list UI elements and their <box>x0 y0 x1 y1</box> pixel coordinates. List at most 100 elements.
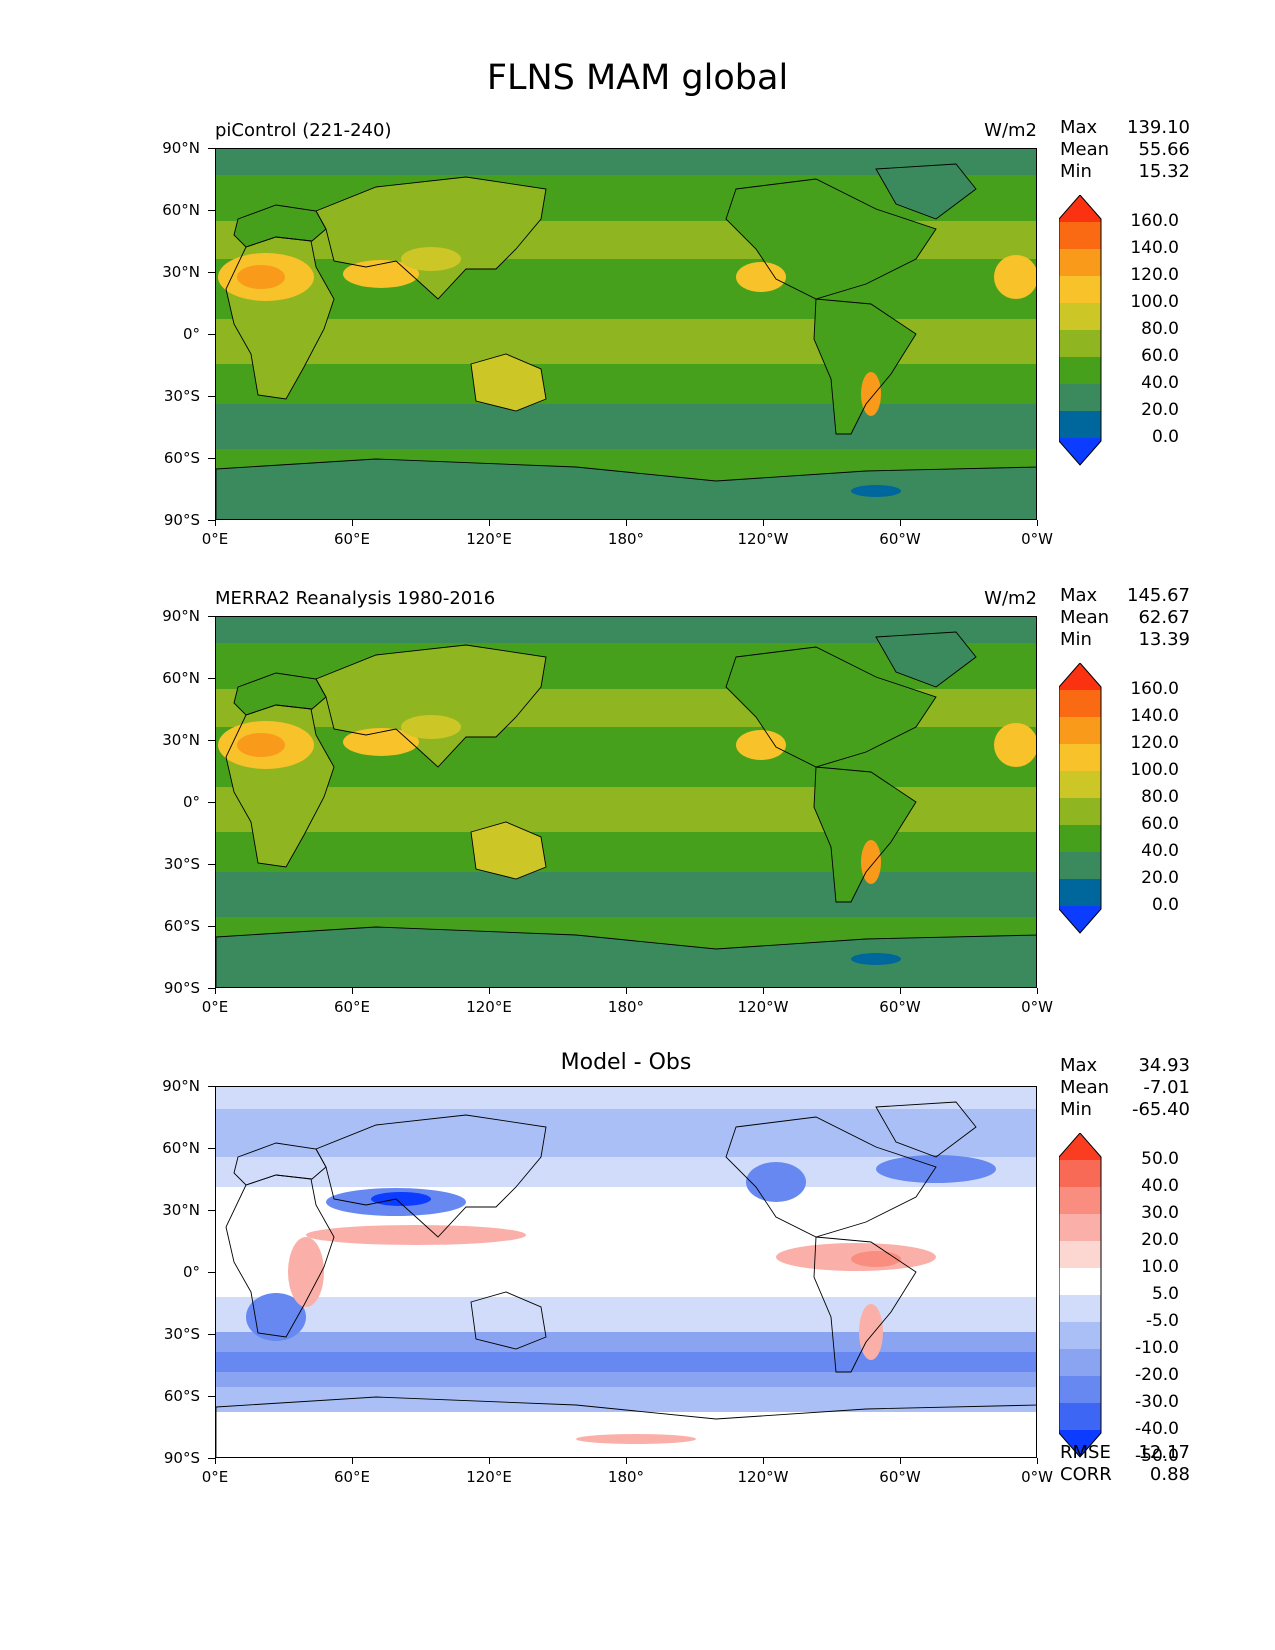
lon-tick-label: 180° <box>607 1468 645 1486</box>
colorbar-ramp <box>1058 662 1102 934</box>
stat-value: 15.32 <box>1138 161 1190 182</box>
lat-tick-label: 60°N <box>162 1139 200 1157</box>
lon-tick <box>489 988 490 994</box>
lon-tick-label: 60°W <box>879 530 921 548</box>
colorbar-label: 140.0 <box>1130 238 1179 258</box>
lon-tick <box>626 1458 627 1464</box>
colorbar-segment <box>1059 1187 1101 1214</box>
colorbar-segment <box>1059 384 1101 411</box>
colorbar-label: 160.0 <box>1130 679 1179 699</box>
colorbar-label: -30.0 <box>1135 1392 1179 1412</box>
map-area <box>215 616 1037 988</box>
colorbar-segment <box>1059 195 1101 222</box>
lat-tick-label: 60°S <box>163 917 200 935</box>
colorbar-label: 50.0 <box>1141 1149 1179 1169</box>
colorbar-segment <box>1059 1214 1101 1241</box>
colorbar-label: 80.0 <box>1141 319 1179 339</box>
lon-tick <box>626 988 627 994</box>
panel-picontrol: piControl (221-240) W/m2 Max 139.10 Mean 5… <box>0 117 1275 590</box>
stat-name: Min <box>1060 161 1092 182</box>
lat-tick-label: 0° <box>182 1263 200 1281</box>
lat-tick <box>208 1148 215 1149</box>
lon-tick <box>352 988 353 994</box>
lat-tick <box>208 458 215 459</box>
lat-tick <box>208 740 215 741</box>
colorbar-segment <box>1059 222 1101 249</box>
lat-tick-label: 60°N <box>162 201 200 219</box>
lon-tick-label: 0°E <box>201 1468 229 1486</box>
lon-tick <box>489 1458 490 1464</box>
colorbar-label: 160.0 <box>1130 211 1179 231</box>
lat-tick <box>208 148 215 149</box>
lat-tick-label: 30°N <box>162 1201 200 1219</box>
colorbar-segment <box>1059 1133 1101 1160</box>
stat-value: 145.67 <box>1127 585 1190 606</box>
lat-tick-label: 60°S <box>163 1387 200 1405</box>
colorbar-label: -40.0 <box>1135 1419 1179 1439</box>
colorbar-label: 60.0 <box>1141 814 1179 834</box>
colorbar-segment <box>1059 357 1101 384</box>
lat-tick-label: 30°S <box>163 855 200 873</box>
colorbar: 50.0 40.0 30.0 20.0 10.0 5.0 -5.0 -10.0 -20.0 -30… <box>1058 1132 1179 1466</box>
lon-tick <box>215 988 216 994</box>
lat-tick-label: 90°N <box>162 607 200 625</box>
lat-tick <box>208 520 215 521</box>
lat-tick <box>208 210 215 211</box>
colorbar-segment <box>1059 1241 1101 1268</box>
colorbar: 160.0 140.0 120.0 100.0 80.0 60.0 40.0 20.0 0.0 <box>1058 662 1179 939</box>
colorbar-label: 100.0 <box>1130 760 1179 780</box>
colorbar-label: -10.0 <box>1135 1338 1179 1358</box>
colorbar-ramp <box>1058 194 1102 466</box>
colorbar-segment <box>1059 663 1101 690</box>
units-label: W/m2 <box>984 588 1037 609</box>
lon-tick <box>489 520 490 526</box>
stat-name: Min <box>1060 1099 1092 1120</box>
stat-name: Min <box>1060 629 1092 650</box>
stat-name: Max <box>1060 1055 1098 1076</box>
colorbar-label: 100.0 <box>1130 292 1179 312</box>
lon-tick-label: 60°E <box>333 1468 371 1486</box>
colorbar-segment <box>1059 276 1101 303</box>
lon-tick <box>763 988 764 994</box>
colorbar-segment <box>1059 330 1101 357</box>
stat-value: -7.01 <box>1143 1077 1190 1098</box>
lat-tick <box>208 988 215 989</box>
stat-name: CORR <box>1060 1464 1112 1485</box>
lat-tick <box>208 396 215 397</box>
panel-model-minus-obs: Model - Obs Max 34.93 Mean -7.01 Min -65.40… <box>0 1050 1275 1528</box>
lat-tick-label: 90°S <box>163 511 200 529</box>
colorbar-label: 120.0 <box>1130 265 1179 285</box>
lon-tick <box>900 988 901 994</box>
stat-value: 62.67 <box>1138 607 1190 628</box>
stat-value: 55.66 <box>1138 139 1190 160</box>
figure-title: FLNS MAM global <box>486 58 789 98</box>
lat-tick-label: 60°N <box>162 669 200 687</box>
lon-tick-label: 120°W <box>737 998 789 1016</box>
lon-tick-label: 0°W <box>1021 1468 1053 1486</box>
colorbar-label: -50.0 <box>1135 1446 1179 1466</box>
lon-tick-label: 60°E <box>333 998 371 1016</box>
colorbar-segment <box>1059 744 1101 771</box>
colorbar-label: 20.0 <box>1141 1230 1179 1250</box>
lat-tick-label: 30°N <box>162 731 200 749</box>
colorbar-segment <box>1059 411 1101 438</box>
lon-tick-label: 0°E <box>201 998 229 1016</box>
lat-tick <box>208 926 215 927</box>
lon-tick-label: 0°W <box>1021 998 1053 1016</box>
lat-tick <box>208 334 215 335</box>
colorbar-segment <box>1059 249 1101 276</box>
map-area <box>215 1086 1037 1458</box>
lon-tick <box>626 520 627 526</box>
lon-tick-label: 120°E <box>466 530 512 548</box>
colorbar-label: 10.0 <box>1141 1257 1179 1277</box>
lon-tick <box>1037 988 1038 994</box>
lat-tick <box>208 802 215 803</box>
lon-tick <box>215 1458 216 1464</box>
lat-tick-label: 30°S <box>163 1325 200 1343</box>
lon-tick-label: 120°E <box>466 998 512 1016</box>
stats-box: Max 34.93 Mean -7.01 Min -65.40 <box>1060 1055 1190 1121</box>
stat-name: Max <box>1060 585 1098 606</box>
map-field <box>216 149 1036 519</box>
colorbar-label: 5.0 <box>1151 1284 1179 1304</box>
colorbar-segment <box>1059 690 1101 717</box>
